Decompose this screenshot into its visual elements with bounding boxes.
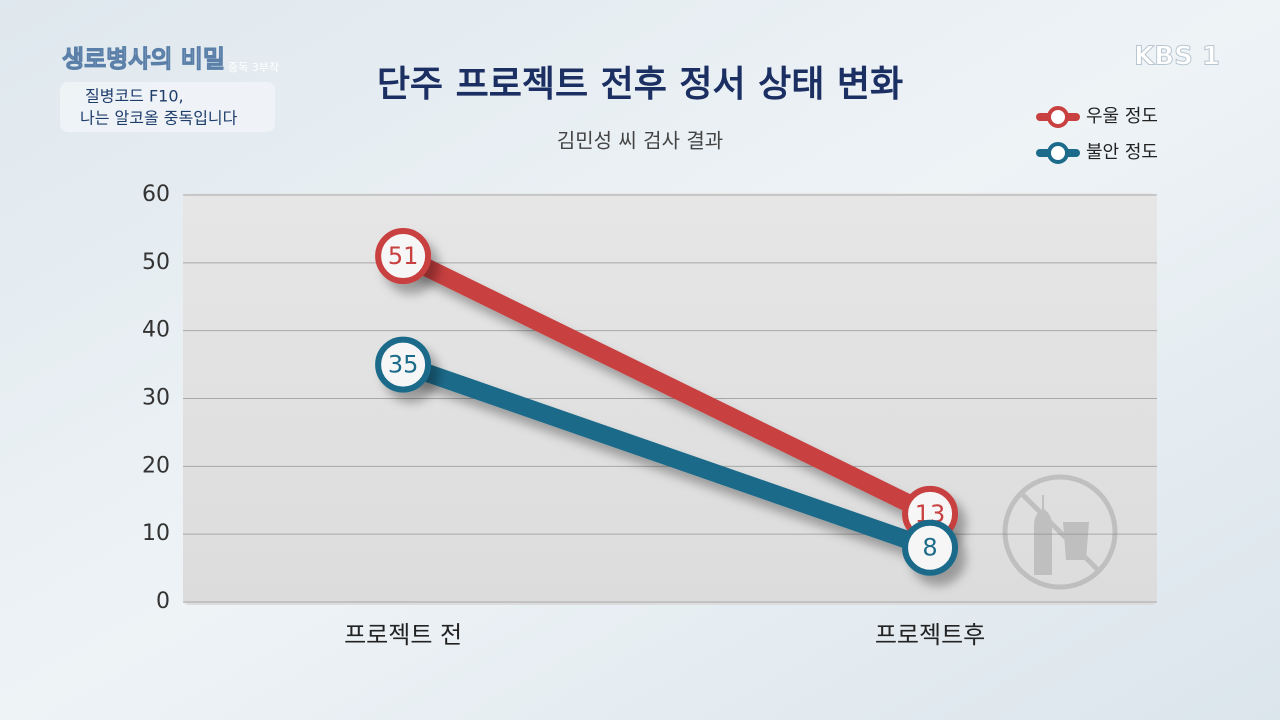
series-line bbox=[394, 247, 940, 523]
chart-title: 단주 프로젝트 전후 정서 상태 변화 bbox=[377, 64, 903, 105]
legend-swatch bbox=[1047, 106, 1069, 128]
chart-subtitle: 김민성 씨 검사 결과 bbox=[557, 129, 723, 153]
y-tick-label: 20 bbox=[142, 453, 170, 478]
channel-logo: KBS 1 bbox=[1134, 42, 1220, 72]
y-tick-label: 60 bbox=[142, 182, 170, 207]
data-label: 51 bbox=[388, 242, 419, 270]
logo-panel bbox=[60, 82, 275, 132]
legend-swatch bbox=[1047, 142, 1069, 164]
x-tick-label: 프로젝트 전 bbox=[344, 621, 462, 649]
y-tick-label: 30 bbox=[142, 386, 170, 411]
y-tick-label: 50 bbox=[142, 250, 170, 275]
legend-label: 우울 정도 bbox=[1086, 106, 1158, 127]
data-point bbox=[902, 519, 959, 576]
no-alcohol-icon bbox=[1002, 474, 1118, 590]
y-tick-label: 0 bbox=[156, 589, 170, 614]
y-tick-label: 40 bbox=[142, 318, 170, 343]
y-tick-label: 10 bbox=[142, 521, 170, 546]
data-label: 8 bbox=[922, 534, 937, 562]
x-tick-label: 프로젝트후 bbox=[875, 621, 985, 649]
program-title: 생로병사의 비밀 bbox=[62, 45, 225, 73]
data-label: 35 bbox=[388, 351, 419, 379]
episode-line: 나는 알코올 중독입니다 bbox=[80, 109, 238, 128]
legend-label: 불안 정도 bbox=[1086, 142, 1158, 163]
data-point bbox=[375, 228, 432, 285]
episode-line: 질병코드 F10, bbox=[85, 87, 184, 106]
data-point bbox=[375, 336, 432, 393]
series-line bbox=[394, 355, 940, 557]
program-logo: 생로병사의 비밀 중독 3부작 질병코드 F10, 나는 알코올 중독입니다 bbox=[60, 45, 279, 132]
series-tag: 중독 3부작 bbox=[228, 61, 279, 74]
